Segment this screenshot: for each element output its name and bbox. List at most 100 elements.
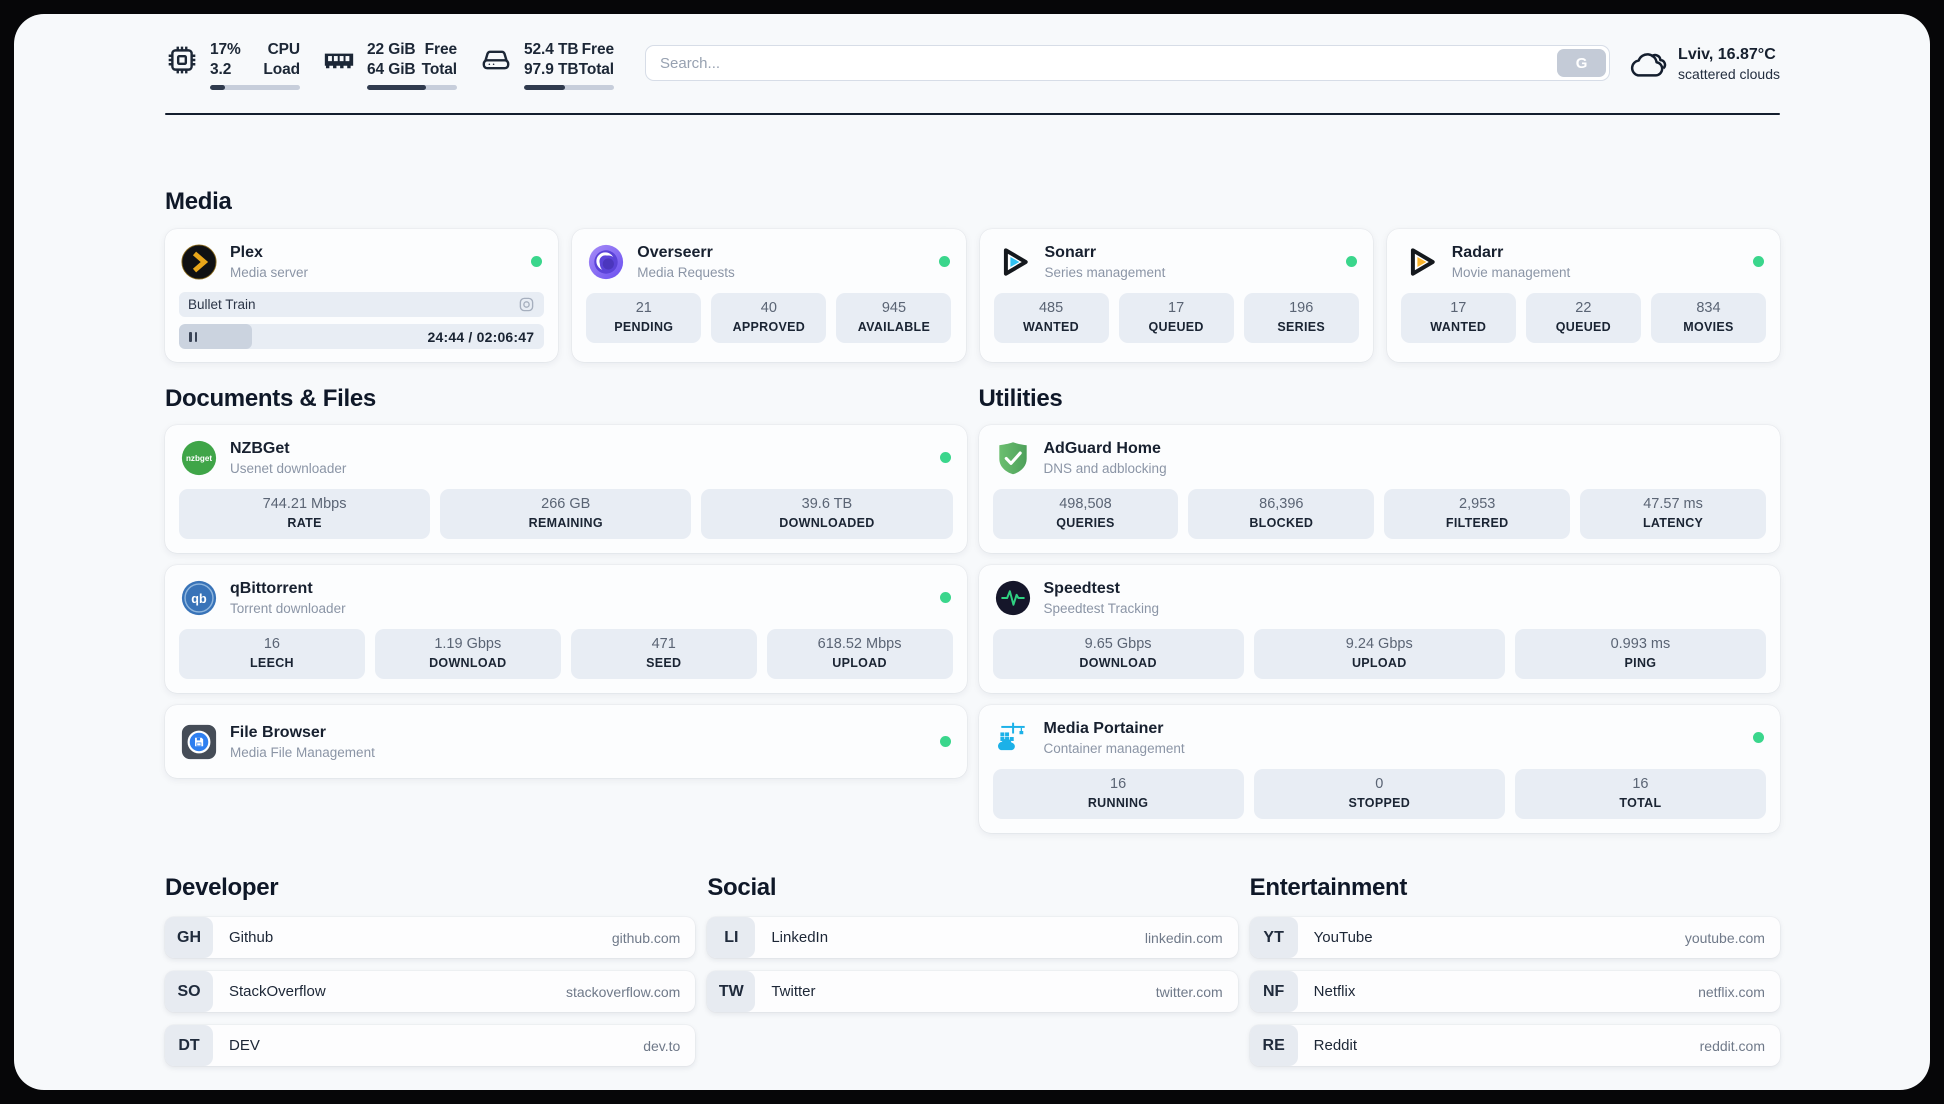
stat-value: 16 [263,636,280,652]
overseerr-icon [588,244,624,280]
app-title: qBittorrent [230,580,313,597]
app-title: Plex [230,244,263,261]
file-browser-card[interactable]: File Browser Media File Management [165,705,967,778]
adguard-card[interactable]: AdGuard Home DNS and adblocking 498,508 … [978,425,1780,553]
stat-value: 9.24 Gbps [1345,636,1413,652]
link-name: Github [229,929,274,946]
app-subtitle: Media File Management [230,745,375,760]
svg-text:nzbget: nzbget [186,454,212,463]
link-tag: DT [165,1025,213,1066]
stat-label: APPROVED [732,320,806,334]
disk-stat: 52.4 TB 97.9 TB Free Total [479,40,614,90]
link-item[interactable]: RE Reddit reddit.com [1249,1025,1780,1066]
stat-label: FILTERED [1445,516,1509,530]
search-input[interactable] [645,45,1611,81]
ram-icon [322,43,356,77]
link-item[interactable]: YT YouTube youtube.com [1249,917,1780,958]
link-item[interactable]: NF Netflix netflix.com [1249,971,1780,1012]
stat-tile: 16 TOTAL [1514,769,1767,819]
link-item[interactable]: SO StackOverflow stackoverflow.com [165,971,696,1012]
speedtest-pulse-icon [995,580,1031,616]
app-subtitle: Speedtest Tracking [1043,601,1160,616]
portainer-card[interactable]: Media Portainer Container management 16 … [978,705,1780,833]
app-title: Media Portainer [1043,720,1164,737]
overseerr-card[interactable]: Overseerr Media Requests 21 PENDING 40 A… [572,229,966,362]
stat-value: 744.21 Mbps [262,496,347,512]
search-engine-button[interactable]: G [1557,49,1607,77]
stat-value: 17 [1450,300,1467,316]
stat-value: 21 [635,300,652,316]
link-item[interactable]: DT DEV dev.to [165,1025,696,1066]
link-tag: TW [707,971,756,1012]
status-online-dot [938,256,950,267]
stat-value: 1.19 Gbps [434,636,502,652]
link-tag: YT [1249,917,1298,958]
social-column: Social LI LinkedIn linkedin.com TW Twitt… [707,873,1238,1066]
header: 17% 3.2 CPU Load [165,40,1780,92]
link-name: LinkedIn [771,929,829,946]
pause-icon[interactable] [189,331,198,342]
session-info-icon[interactable] [517,296,535,314]
playback-time: 24:44 / 02:06:47 [427,328,535,345]
stat-tile: 16 LEECH [179,629,365,679]
link-item[interactable]: TW Twitter twitter.com [707,971,1238,1012]
plex-card[interactable]: Plex Media server Bullet Train 24 [165,229,559,362]
stat-value: 86,396 [1259,496,1304,512]
stat-value: 834 [1696,300,1721,316]
nzbget-icon: nzbget [181,440,217,476]
weather-condition: scattered clouds [1678,66,1780,82]
status-online-dot [1345,256,1357,267]
nzbget-card[interactable]: nzbget NZBGet Usenet downloader [165,425,967,553]
disk-values: 52.4 TB 97.9 TB [524,41,579,78]
stat-label: STOPPED [1348,796,1411,810]
stat-label: UPLOAD [832,656,887,670]
qbittorrent-card[interactable]: qb qBittorrent Torrent downloader [165,565,967,693]
stat-tile: 9.24 Gbps UPLOAD [1253,629,1505,679]
utilities-column: Utilities [978,384,1780,833]
sonarr-card[interactable]: Sonarr Series management 485 WANTED 17 Q… [979,229,1373,362]
link-tag: NF [1249,971,1298,1012]
app-title: NZBGet [230,440,290,457]
stat-value: 196 [1289,300,1314,316]
link-name: Netflix [1313,983,1356,1000]
section-heading-developer: Developer [165,874,279,901]
app-subtitle: Series management [1044,265,1166,280]
stat-label: UPLOAD [1351,656,1407,670]
stat-label: QUEUED [1148,320,1204,334]
memory-stat: 22 GiB 64 GiB Free Total [322,40,457,90]
radarr-icon [1403,244,1439,280]
cpu-usage-bar [210,85,300,90]
stat-label: SEED [646,656,682,670]
stat-label: QUERIES [1056,516,1115,530]
stat-tile: 485 WANTED [993,293,1109,343]
entertainment-column: Entertainment YT YouTube youtube.com NF … [1249,873,1780,1066]
stat-value: 266 GB [541,496,591,512]
stat-tile: 16 RUNNING [992,769,1244,819]
radarr-card[interactable]: Radarr Movie management 17 WANTED 22 QUE… [1386,229,1780,362]
stat-value: 0.993 ms [1610,636,1671,652]
speedtest-card[interactable]: Speedtest Speedtest Tracking 9.65 Gbps D… [978,565,1780,693]
stat-value: 2,953 [1459,496,1496,512]
stat-label: RATE [287,516,322,530]
link-name: Twitter [771,983,816,1000]
app-title: Radarr [1451,244,1504,261]
playback-progress-bar[interactable]: 24:44 / 02:06:47 [179,324,545,349]
stat-value: 9.65 Gbps [1084,636,1152,652]
link-tag: GH [165,917,213,958]
stat-tile: 39.6 TB DOWNLOADED [701,489,953,539]
section-heading-documents: Documents & Files [165,385,376,412]
stat-value: 0 [1375,776,1384,792]
link-item[interactable]: GH Github github.com [165,917,696,958]
cpu-values: 17% 3.2 [210,41,241,78]
stat-label: DOWNLOAD [1079,656,1157,670]
stat-label: DOWNLOAD [429,656,507,670]
stat-tile: 945 AVAILABLE [836,293,952,343]
stat-tile: 498,508 QUERIES [992,489,1179,539]
link-item[interactable]: LI LinkedIn linkedin.com [707,917,1238,958]
app-subtitle: Media server [230,265,309,280]
stat-label: PENDING [614,320,674,334]
stat-tile: 744.21 Mbps RATE [179,489,431,539]
cloud-icon [1627,48,1667,80]
cpu-stat: 17% 3.2 CPU Load [165,40,300,90]
app-subtitle: Movie management [1451,265,1571,280]
